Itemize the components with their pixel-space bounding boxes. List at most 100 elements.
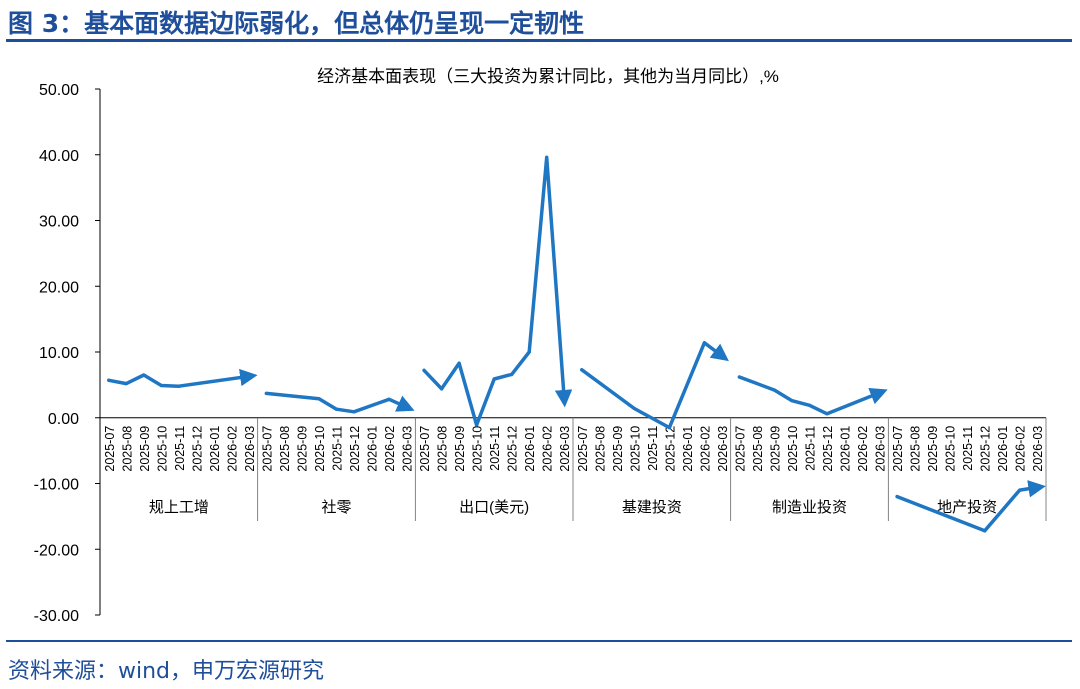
data-point (457, 361, 461, 365)
group-label: 地产投资 (937, 499, 997, 516)
data-point (877, 391, 882, 395)
x-tick-label: 2025-11 (173, 426, 187, 471)
x-tick-label: 2026-01 (996, 426, 1010, 472)
data-point (264, 391, 269, 396)
data-point (807, 403, 812, 407)
group-label: 基建投资 (622, 499, 682, 516)
x-tick-label: 2025-10 (944, 426, 958, 472)
x-tick-label: 2025-08 (278, 426, 292, 472)
data-point (545, 155, 549, 159)
data-point (895, 495, 899, 499)
x-tick-label: 2026-03 (716, 426, 730, 472)
x-tick-label: 2025-08 (751, 426, 765, 472)
x-tick-label: 2026-02 (541, 426, 555, 472)
data-point (983, 529, 987, 533)
y-tick-label: -30.00 (34, 608, 79, 625)
x-tick-label: 2025-11 (488, 426, 502, 471)
data-point (142, 373, 146, 377)
x-tick-label: 2025-12 (190, 426, 204, 472)
x-tick-label: 2025-11 (646, 426, 660, 471)
x-tick-label: 2025-08 (436, 426, 450, 472)
data-point (177, 384, 181, 388)
x-tick-label: 2026-01 (366, 426, 380, 472)
x-tick-label: 2025-10 (313, 426, 327, 472)
footer-divider (6, 640, 1072, 642)
x-tick-label: 2025-10 (786, 426, 800, 472)
x-tick-label: 2026-01 (523, 426, 537, 472)
x-tick-label: 2025-07 (576, 426, 590, 472)
x-tick-label: 2025-07 (103, 426, 117, 472)
x-tick-label: 2025-08 (120, 426, 134, 472)
x-tick-label: 2025-07 (260, 426, 274, 472)
data-point (510, 372, 514, 376)
data-point (124, 381, 128, 386)
y-tick-label: -10.00 (34, 477, 79, 494)
x-tick-label: 2026-03 (1031, 426, 1045, 472)
data-point (720, 354, 724, 358)
x-tick-label: 2025-07 (733, 426, 747, 472)
data-point (562, 397, 566, 401)
y-tick-label: 50.00 (39, 82, 79, 99)
data-point (107, 378, 111, 382)
x-tick-label: 2025-07 (418, 426, 432, 472)
x-tick-label: 2025-10 (628, 426, 642, 472)
group-label: 出口(美元) (459, 499, 529, 516)
data-point (492, 377, 496, 381)
data-point (825, 412, 829, 416)
x-tick-label: 2026-02 (856, 426, 870, 472)
x-tick-label: 2025-11 (961, 426, 975, 471)
series-layer (107, 155, 1046, 533)
x-tick-label: 2026-02 (225, 426, 239, 472)
data-point (772, 388, 777, 392)
y-tick-label: 10.00 (39, 345, 79, 362)
series-line (895, 480, 1046, 533)
figure-title: 图 3：基本面数据边际弱化，但总体仍呈现一定韧性 (8, 9, 585, 38)
y-tick-label: 20.00 (39, 279, 79, 296)
x-tick-label: 2025-11 (331, 426, 345, 471)
x-tick-label: 2025-09 (453, 426, 467, 472)
x-tick-label: 2025-09 (926, 426, 940, 472)
x-tick-label: 2025-08 (593, 426, 607, 472)
data-point (527, 350, 531, 354)
x-tick-label: 2025-08 (909, 426, 923, 472)
x-tick-label: 2025-12 (663, 426, 677, 472)
group-label: 制造业投资 (772, 499, 847, 516)
title-divider (6, 39, 1072, 42)
data-point (580, 368, 584, 372)
axis-layer: 50.00 40.00 30.00 20.00 10.00 0.00 -10.00 -20.0… (34, 82, 1047, 625)
data-point (247, 374, 251, 378)
data-point (440, 387, 444, 391)
x-tick-label: 2026-03 (401, 426, 415, 472)
data-point (1035, 485, 1039, 490)
data-point (317, 397, 321, 401)
x-tick-label: 2025-07 (891, 426, 905, 472)
x-tick-label: 2025-09 (611, 426, 625, 472)
x-tick-label: 2026-03 (558, 426, 572, 472)
x-tick-label: 2025-12 (821, 426, 835, 472)
data-point (475, 423, 479, 427)
data-point (632, 406, 636, 411)
x-tick-label: 2026-03 (243, 426, 257, 472)
x-tick-label: 2025-09 (768, 426, 782, 472)
x-tick-label: 2025-12 (506, 426, 520, 472)
x-tick-label: 2026-02 (1014, 426, 1028, 472)
data-point (404, 405, 409, 409)
x-tick-label: 2026-01 (208, 426, 222, 472)
y-tick-label: 40.00 (39, 148, 79, 165)
x-tick-label: 2025-09 (295, 426, 309, 472)
x-tick-label: 2025-10 (471, 426, 485, 472)
data-point (159, 383, 163, 388)
series-line (580, 341, 729, 430)
data-point (387, 397, 391, 401)
data-point (737, 375, 742, 379)
y-tick-label: -20.00 (34, 542, 79, 559)
series-line (422, 155, 573, 427)
data-point (334, 407, 339, 411)
x-tick-label: 2026-01 (681, 426, 695, 472)
x-tick-label: 2025-12 (348, 426, 362, 472)
group-label: 规上工增 (149, 499, 209, 516)
group-label: 社零 (321, 499, 351, 516)
x-tick-label: 2025-10 (155, 426, 169, 472)
x-tick-label: 2025-11 (804, 426, 818, 471)
